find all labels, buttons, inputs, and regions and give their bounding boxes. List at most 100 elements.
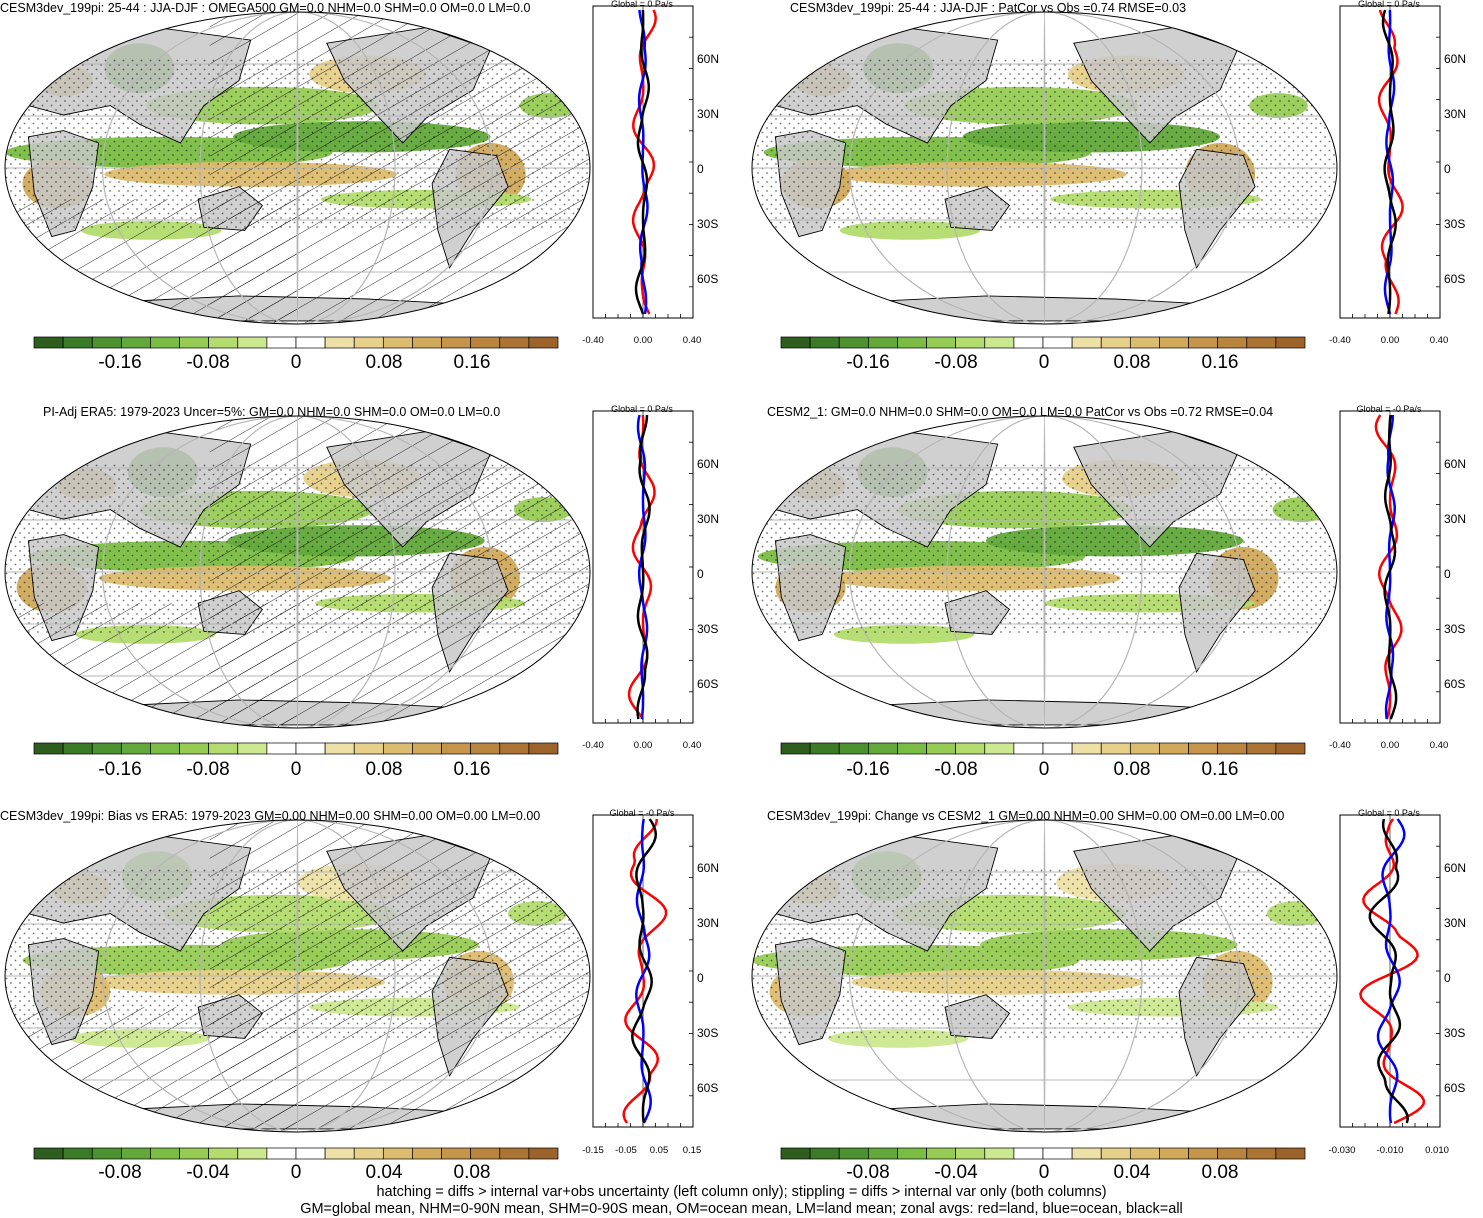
x-tick-6-a: -0.030: [1328, 1145, 1356, 1156]
colorbar-swatch: [984, 742, 1015, 755]
colorbar-swatch: [528, 336, 559, 349]
colorbar-swatch: [62, 1147, 93, 1160]
graticule-meridian: [1043, 416, 1046, 728]
colorbar-swatch: [1042, 336, 1073, 349]
colorbar-swatch: [1246, 1147, 1277, 1160]
zonal-title-4: Global = -0 Pa/s: [1356, 404, 1422, 414]
lat-tick-4-60s: 60S: [1444, 677, 1466, 691]
colorbar-6-tick-4: 0.04: [1113, 1162, 1151, 1183]
x-tick-6-c: 0.010: [1425, 1145, 1449, 1156]
colorbar-4-tick-2: -0.08: [934, 759, 978, 780]
zonal-all-line: [1381, 9, 1397, 315]
colorbar-3-tick-2: -0.08: [186, 759, 230, 780]
colorbar-swatch: [324, 742, 355, 755]
colorbar-swatch: [179, 742, 210, 755]
colorbar-swatch: [1275, 1147, 1306, 1160]
graticule-meridian: [849, 12, 1240, 324]
zonal-ocean-line: [636, 414, 649, 720]
x-tick-2-b: 0.00: [1380, 335, 1400, 346]
colorbar-swatch: [353, 1147, 384, 1160]
lat-tick-6-60s: 60S: [1444, 1081, 1466, 1095]
colorbar-2-tick-1: -0.16: [846, 352, 890, 373]
graticule-meridian: [849, 820, 1240, 1132]
zonal-ocean-line: [635, 818, 652, 1124]
colorbar-swatch: [208, 742, 239, 755]
zonal-ocean-line: [1376, 818, 1406, 1124]
colorbar-6-tick-2: -0.04: [934, 1162, 978, 1183]
lat-tick-6-30s: 30S: [1444, 1026, 1466, 1040]
map-panel-5: [4, 819, 591, 1133]
colorbar-swatch: [1188, 1147, 1219, 1160]
colorbar-swatch: [295, 336, 326, 349]
zonal-plot-1: [592, 5, 694, 319]
colorbar-4-tick-1: -0.16: [846, 759, 890, 780]
zonal-plot-6: [1339, 814, 1441, 1128]
colorbar-swatch: [780, 742, 811, 755]
colorbar-5-tick-4: 0.04: [365, 1162, 403, 1183]
colorbar-swatch: [237, 336, 268, 349]
colorbar-6-tick-3: 0: [1038, 1162, 1050, 1183]
colorbar-swatch: [1217, 336, 1248, 349]
lat-tick-3-60n: 60N: [697, 457, 720, 471]
colorbar-swatch: [780, 336, 811, 349]
lat-tick-1-60n: 60N: [697, 52, 720, 66]
zonal-land-line: [622, 818, 668, 1124]
colorbar-2-tick-4: 0.08: [1113, 352, 1151, 373]
colorbar-3-tick-1: -0.16: [98, 759, 142, 780]
maps-layer: [4, 5, 1441, 1160]
colorbar-4-tick-5: 0.16: [1201, 759, 1239, 780]
colorbar-swatch: [1246, 336, 1277, 349]
colorbar-1-tick-3: 0: [290, 352, 302, 373]
colorbar-swatch: [412, 336, 442, 349]
colorbar-swatch: [838, 336, 869, 349]
colorbar-swatch: [528, 1147, 559, 1160]
colorbar-swatch: [1071, 336, 1102, 349]
colorbar-swatch: [838, 742, 869, 755]
zonal-land-line: [631, 9, 657, 315]
map-4-border: [751, 415, 1338, 729]
x-tick-5-d: 0.15: [682, 1145, 702, 1156]
colorbar-swatch: [33, 1147, 64, 1160]
zonal-ocean-line: [1384, 414, 1396, 720]
colorbar-swatch: [1042, 1147, 1073, 1160]
colorbar-swatch: [1071, 742, 1102, 755]
zonal-title-6: Global = 0 Pa/s: [1358, 808, 1420, 818]
colorbar-1-tick-5: 0.16: [453, 352, 491, 373]
x-tick-6-b: -0.010: [1376, 1145, 1404, 1156]
colorbar-5-tick-5: 0.08: [453, 1162, 491, 1183]
footer-line-2: GM=global mean, NHM=0-90N mean, SHM=0-90…: [300, 1201, 1183, 1217]
x-tick-4-a: -0.40: [1329, 740, 1351, 751]
colorbar-swatch: [324, 336, 355, 349]
colorbar-swatch: [1188, 336, 1219, 349]
colorbar-swatch: [1100, 1147, 1131, 1160]
lat-tick-1-30n: 30N: [697, 107, 720, 121]
colorbar-swatch: [441, 1147, 472, 1160]
colorbar-swatch: [470, 336, 501, 349]
x-tick-1-a: -0.40: [582, 335, 604, 346]
colorbar-swatch: [91, 742, 122, 755]
colorbar-swatch: [838, 1147, 869, 1160]
colorbar-swatch: [33, 336, 64, 349]
colorbar-swatch: [955, 742, 986, 755]
colorbar-swatch: [1013, 1147, 1044, 1160]
colorbar-swatch: [809, 336, 840, 349]
zonal-title-5: Global = -0 Pa/s: [609, 808, 675, 818]
map-6-content: [752, 820, 1337, 1132]
graticule-meridian: [946, 416, 1143, 728]
colorbar-swatch: [1071, 1147, 1102, 1160]
colorbar-4: [780, 742, 1306, 755]
land-greenland: [483, 24, 533, 50]
colorbar-swatch: [867, 336, 898, 349]
lat-tick-6-60n: 60N: [1444, 861, 1467, 875]
colorbar-1-tick-1: -0.16: [98, 352, 142, 373]
colorbar-swatch: [897, 742, 927, 755]
map-3-border: [4, 415, 591, 729]
colorbar-swatch: [1275, 742, 1306, 755]
lat-tick-1-30s: 30S: [697, 217, 719, 231]
colorbar-swatch: [984, 1147, 1015, 1160]
colorbar-6-tick-1: -0.08: [846, 1162, 890, 1183]
x-tick-4-c: 0.40: [1429, 740, 1449, 751]
colorbar-swatch: [382, 336, 413, 349]
colorbar-swatch: [1217, 1147, 1248, 1160]
